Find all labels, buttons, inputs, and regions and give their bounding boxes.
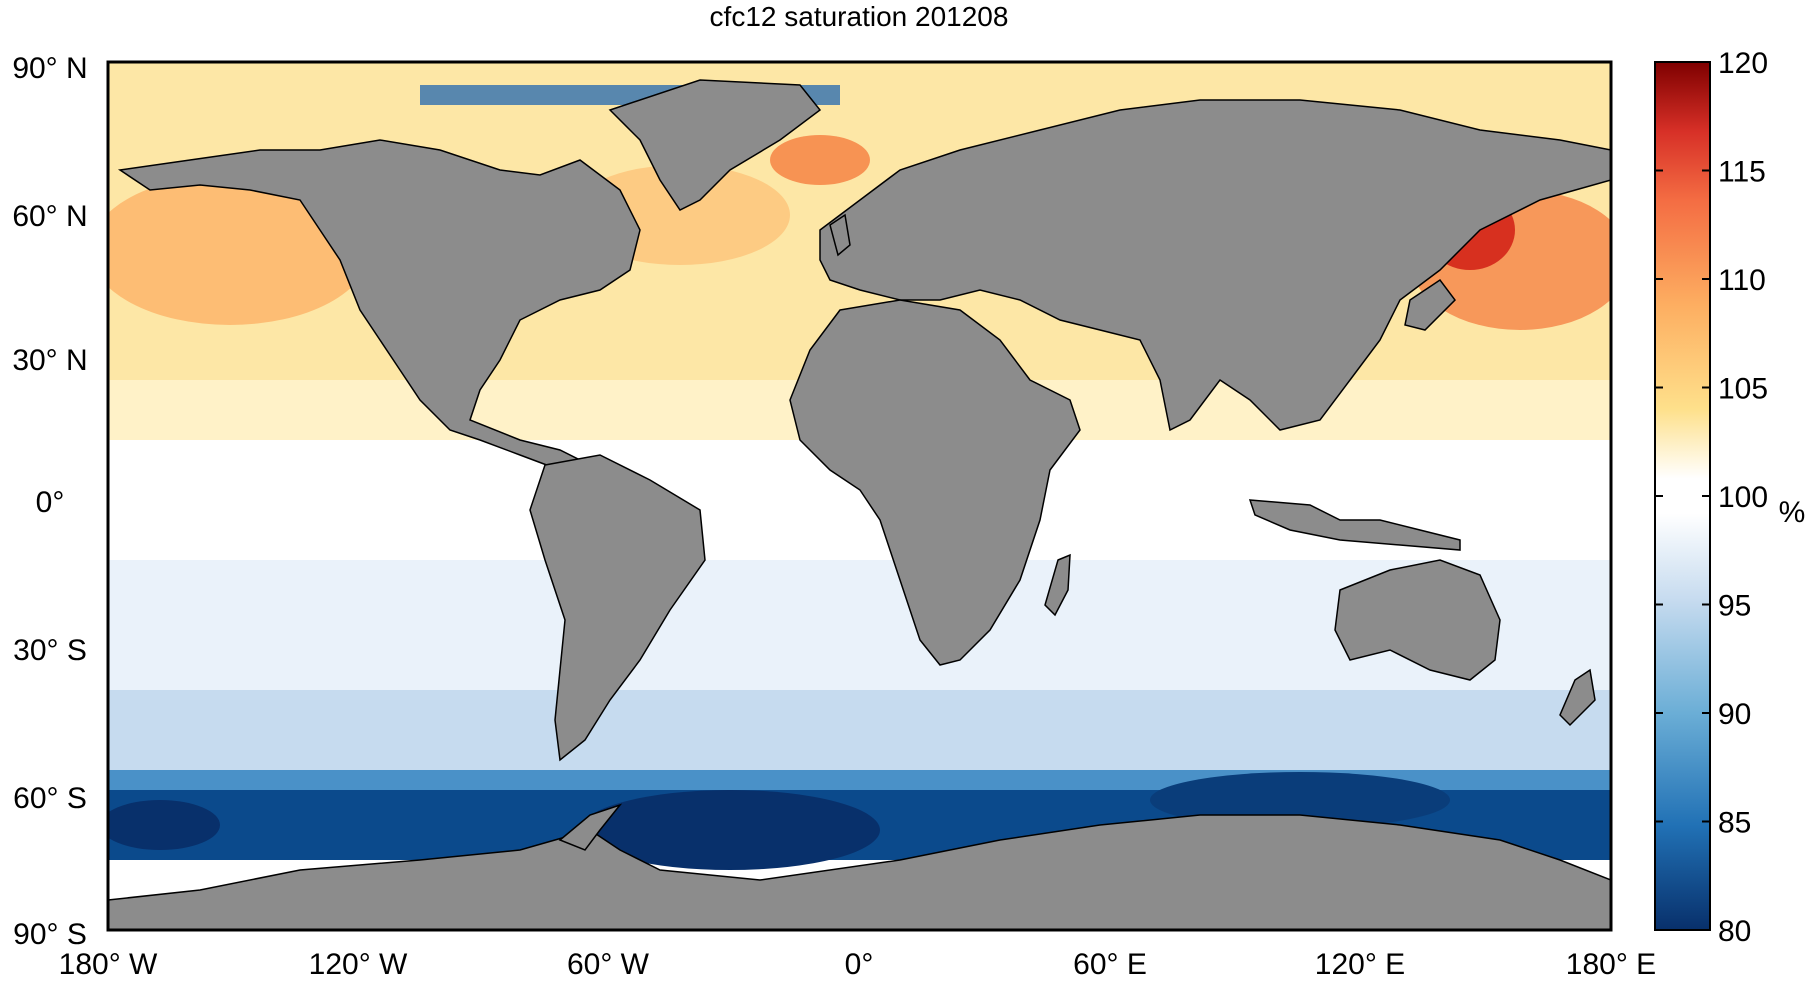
- colorbar-tick-label: 115: [1718, 156, 1766, 189]
- lat-label-0: 0°: [36, 486, 65, 519]
- antarctica-land: [108, 814, 1611, 930]
- colorbar-tick-label: 105: [1718, 373, 1768, 406]
- north-pacific-warm-patch: [108, 175, 370, 325]
- land-masses: [108, 79, 1611, 930]
- lon-label-60e: 60° E: [1073, 948, 1147, 981]
- map-area: [108, 62, 1611, 930]
- south-america-land: [529, 454, 706, 762]
- madagascar-land: [1044, 553, 1071, 617]
- lon-label-60w: 60° W: [567, 948, 650, 981]
- colorbar-tick-label: 95: [1718, 590, 1751, 623]
- lat-label-90s: 90° S: [13, 918, 87, 951]
- british-isles-land: [829, 213, 851, 257]
- lat-label-60n: 60° N: [12, 200, 87, 233]
- colorbar-tick-label: 100: [1718, 481, 1768, 514]
- indian-southern-dark-patch: [1150, 772, 1450, 828]
- lat-label-90n: 90° N: [12, 52, 87, 85]
- ross-sea-dark-patch: [108, 800, 220, 850]
- north-america-land: [117, 139, 641, 471]
- colorbar-tick-label: 90: [1718, 698, 1751, 731]
- japan-land: [1404, 278, 1456, 331]
- lat-label-60s: 60° S: [13, 782, 87, 815]
- colorbar-unit-label: %: [1779, 496, 1806, 529]
- lon-label-0: 0°: [845, 948, 874, 981]
- colorbar-ticks: 80 85 90 95 100 105 110 115 120: [1655, 47, 1768, 948]
- map-frame: [106, 60, 1613, 932]
- indonesia-land: [1248, 499, 1461, 551]
- colorbar-tick-label: 110: [1718, 264, 1766, 297]
- antarctic-peninsula-land: [558, 803, 623, 851]
- latitude-labels: 90° N 60° N 30° N 0° 30° S 60° S 90° S: [12, 52, 87, 951]
- weddell-sea-dark-patch: [580, 790, 880, 870]
- australia-land: [1334, 559, 1501, 681]
- greenland-land: [608, 79, 822, 211]
- lon-label-120w: 120° W: [309, 948, 408, 981]
- lon-label-180e: 180° E: [1566, 948, 1656, 981]
- lon-label-120e: 120° E: [1315, 948, 1405, 981]
- colorbar-tick-label: 120: [1718, 47, 1768, 80]
- lat-label-30n: 30° N: [12, 344, 87, 377]
- africa-land: [789, 299, 1081, 666]
- norwegian-sea-warm-patch: [770, 135, 870, 185]
- colorbar-tick-label: 80: [1718, 915, 1751, 948]
- lon-label-180w: 180° W: [59, 948, 158, 981]
- eurasia-land: [819, 99, 1611, 432]
- colorbar-tick-label: 85: [1718, 807, 1751, 840]
- longitude-labels: 180° W 120° W 60° W 0° 60° E 120° E 180°…: [59, 948, 1657, 981]
- map-title: cfc12 saturation 201208: [710, 1, 1009, 32]
- lat-label-30s: 30° S: [13, 634, 87, 667]
- colorbar-gradient: [1654, 61, 1711, 931]
- new-zealand-land: [1559, 668, 1596, 727]
- colorbar: 80 85 90 95 100 105 110 115 120 %: [1654, 47, 1806, 948]
